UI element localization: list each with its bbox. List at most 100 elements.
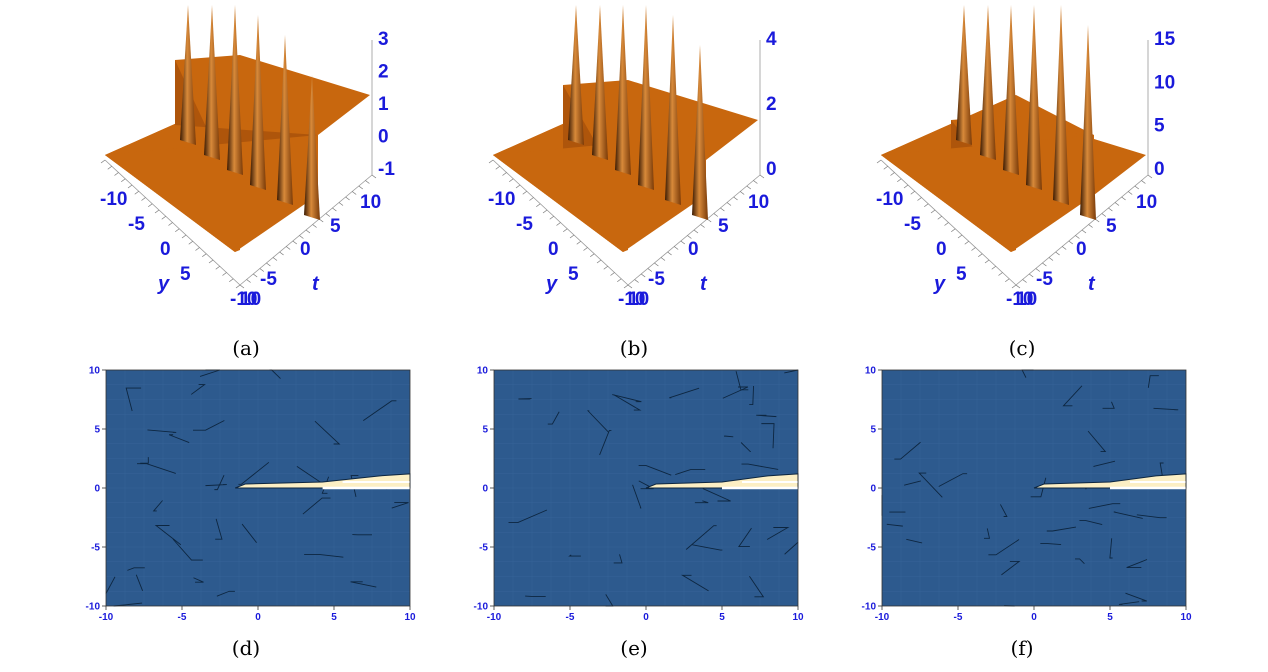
y-tick-label: -10 xyxy=(474,602,489,613)
tick xyxy=(371,174,377,179)
bounding-box-lines xyxy=(876,40,1153,289)
tick xyxy=(292,240,298,245)
tick xyxy=(1015,284,1021,289)
tick xyxy=(759,174,765,179)
z-tick-label: -1 xyxy=(378,159,395,180)
tick xyxy=(998,272,1003,276)
contour-line xyxy=(363,400,397,421)
x-tick-label: 5 xyxy=(1107,612,1113,623)
tick xyxy=(202,253,207,258)
t-tick-label: 10 xyxy=(1136,192,1157,213)
t-tick-label: 5 xyxy=(330,216,341,237)
y-tick-label: -5 xyxy=(91,543,100,554)
y-axis-label: y xyxy=(933,273,946,295)
y-tick-label: 5 xyxy=(870,425,876,436)
tick xyxy=(515,184,521,189)
tick xyxy=(351,191,357,195)
tick xyxy=(1075,235,1080,239)
t-tick-label: -10 xyxy=(230,289,257,310)
contour-line xyxy=(612,394,642,403)
y-tick-label: 0 xyxy=(482,484,488,495)
t-tick-label: 0 xyxy=(1076,239,1087,260)
contour-line xyxy=(735,371,749,391)
x-tick-label: -10 xyxy=(487,612,502,623)
contour-line xyxy=(1126,559,1148,569)
tick xyxy=(1022,279,1027,283)
tick xyxy=(590,253,595,258)
tick xyxy=(1127,191,1133,195)
tick xyxy=(114,172,119,176)
tick xyxy=(660,257,666,261)
z-tick-label: 1 xyxy=(378,94,389,115)
tick xyxy=(603,265,608,270)
tick xyxy=(522,190,527,195)
contour-line xyxy=(1109,538,1113,559)
x-tick-label: -5 xyxy=(178,612,187,623)
tick xyxy=(713,213,719,217)
contour-line xyxy=(886,523,903,527)
tick xyxy=(680,240,686,245)
caption-c: (c) xyxy=(1008,336,1036,360)
bounding-box-lines xyxy=(488,40,765,289)
tick xyxy=(188,240,193,245)
surface-spike xyxy=(277,35,293,205)
tick xyxy=(536,203,541,208)
y-tick-label: 10 xyxy=(628,289,649,310)
contour-line xyxy=(999,504,1008,517)
x-tick-label: -5 xyxy=(954,612,963,623)
y-tick-label: -5 xyxy=(867,543,876,554)
tick xyxy=(576,240,581,245)
contour-line xyxy=(152,500,163,512)
tick xyxy=(700,224,705,228)
z-tick-label: 0 xyxy=(766,159,777,180)
tick xyxy=(647,268,653,272)
contour-line xyxy=(205,484,227,487)
tick xyxy=(365,180,370,184)
contour-line xyxy=(938,473,968,487)
tick xyxy=(1088,224,1093,228)
y-tick-label: 5 xyxy=(568,264,579,285)
y-tick-label: 0 xyxy=(870,484,876,495)
contour-line xyxy=(741,463,779,470)
tick xyxy=(1134,185,1140,190)
tick xyxy=(272,257,278,261)
tick xyxy=(984,259,990,264)
tick xyxy=(134,190,139,195)
tick xyxy=(495,165,500,170)
tick xyxy=(753,180,758,184)
tick xyxy=(1081,229,1087,234)
contour-line xyxy=(766,527,790,540)
contour-line xyxy=(1159,462,1164,478)
tick xyxy=(569,234,575,239)
tick xyxy=(222,272,227,276)
tick xyxy=(195,247,200,251)
tick xyxy=(693,229,699,234)
tick xyxy=(964,240,969,245)
contour-line xyxy=(190,384,206,395)
contour-line xyxy=(391,502,409,509)
y-tick-label: 10 xyxy=(477,366,489,377)
tick xyxy=(208,259,214,264)
tick xyxy=(720,207,725,212)
y-tick-label: -5 xyxy=(128,214,145,235)
t-tick-label: -5 xyxy=(1036,269,1053,290)
x-tick-label: 10 xyxy=(404,612,416,623)
tick xyxy=(312,224,317,228)
contour-line xyxy=(614,394,642,411)
tick xyxy=(266,262,271,267)
contour-plot-f: -10 -5 0 5 10 10 5 0 -5 -10 xyxy=(862,366,1192,624)
tick xyxy=(488,159,494,164)
contour-line xyxy=(722,386,749,399)
contour-line xyxy=(127,567,145,571)
contour-line xyxy=(304,553,344,558)
contour-line xyxy=(1113,511,1143,519)
t-tick-label: -10 xyxy=(618,289,645,310)
surface-spike xyxy=(1053,5,1069,205)
tick xyxy=(640,273,646,278)
tick xyxy=(1068,240,1074,245)
t-tick-label: 0 xyxy=(688,239,699,260)
contour-line xyxy=(692,544,723,551)
tick xyxy=(239,284,245,289)
z-tick-label: 10 xyxy=(1154,72,1175,93)
y-tick-label: -10 xyxy=(876,189,903,210)
